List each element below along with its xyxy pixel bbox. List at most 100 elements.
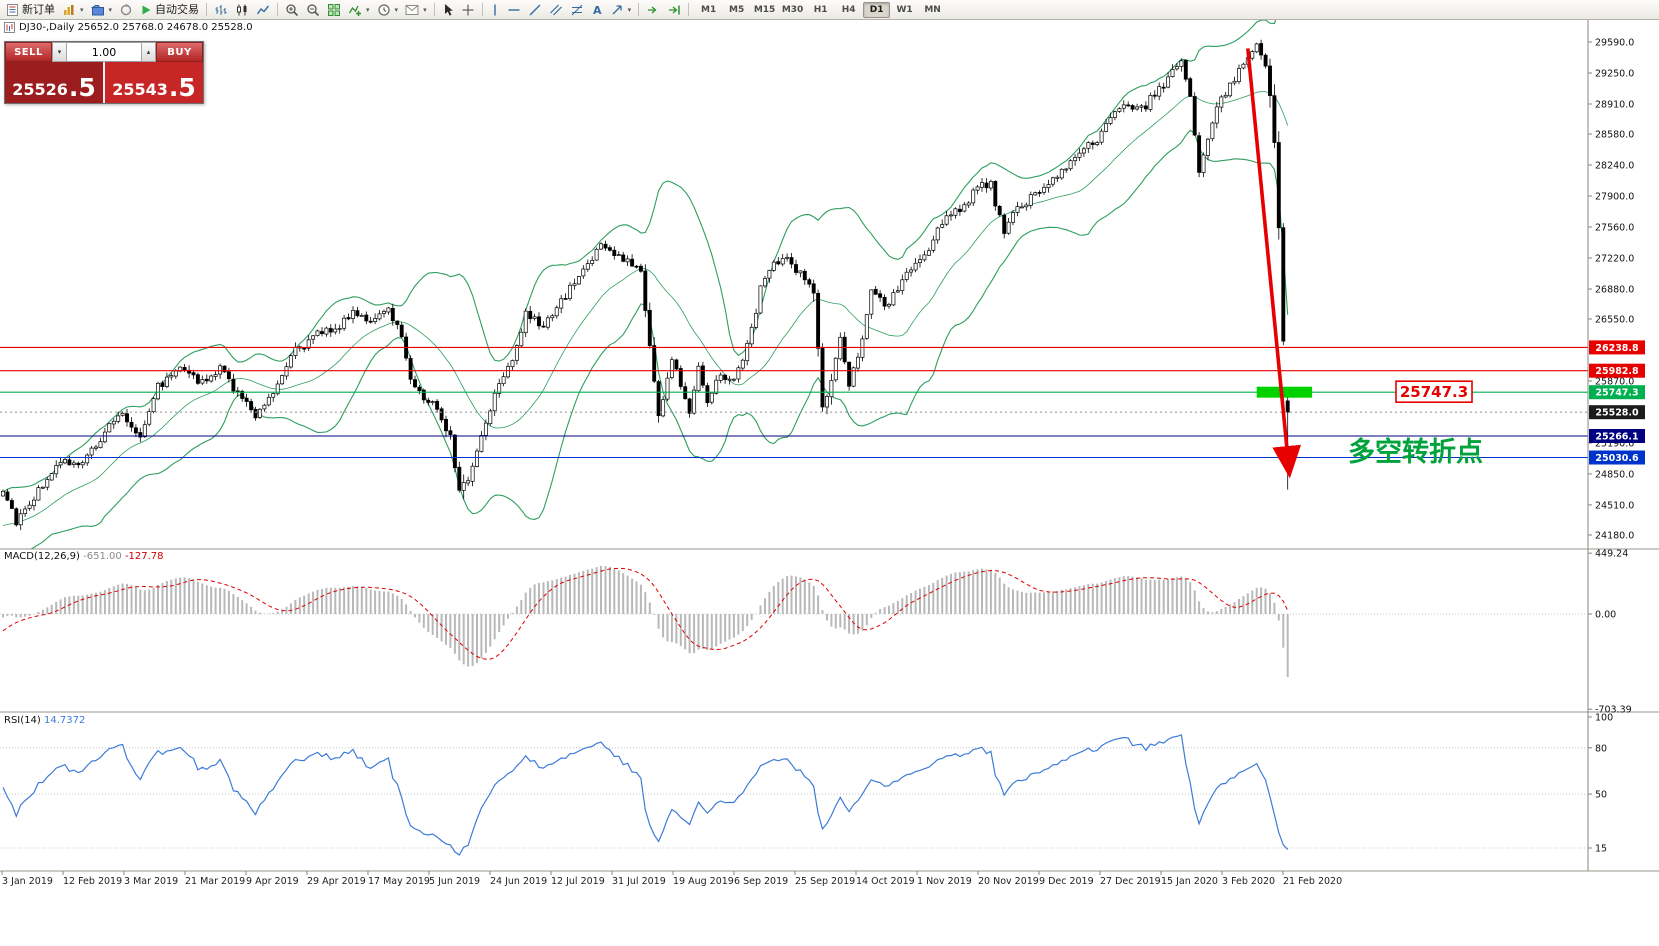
zoom-in-icon	[286, 3, 299, 16]
indicators-button[interactable]: ▾	[345, 1, 373, 18]
svg-text:25982.8: 25982.8	[1595, 366, 1639, 377]
play-icon	[142, 5, 151, 14]
text-icon: A	[593, 4, 602, 17]
svg-text:24 Jun 2019: 24 Jun 2019	[490, 876, 547, 887]
svg-text:24850.0: 24850.0	[1595, 469, 1634, 480]
svg-text:5 Jun 2019: 5 Jun 2019	[429, 876, 480, 887]
chart-title-text: DJ30-,Daily 25652.0 25768.0 24678.0 2552…	[19, 22, 253, 33]
svg-text:31 Jul 2019: 31 Jul 2019	[612, 876, 666, 887]
timeframe-M30[interactable]: M30	[781, 4, 804, 15]
bar-graph-gold-icon	[64, 4, 74, 15]
toolbar-separator	[206, 3, 208, 16]
rsi-indicator-label: RSI(14) 14.7372	[4, 715, 85, 726]
svg-text:27 Dec 2019: 27 Dec 2019	[1100, 876, 1161, 887]
auto-scroll-button[interactable]	[643, 1, 663, 18]
price-callout-label: 25747.3	[1400, 383, 1468, 401]
buy-button[interactable]: BUY	[156, 42, 203, 62]
svg-text:9 Dec 2019: 9 Dec 2019	[1039, 876, 1094, 887]
svg-text:26880.0: 26880.0	[1595, 285, 1634, 296]
sell-price[interactable]: 25526.5	[5, 62, 105, 103]
trendline-icon	[529, 4, 541, 15]
crosshair-button[interactable]	[458, 1, 478, 18]
text-button[interactable]: A	[588, 1, 606, 18]
macd-indicator-label: MACD(12,26,9) -651.00 -127.78	[4, 551, 164, 562]
rsi-value: 14.7372	[43, 715, 86, 726]
cursor-button[interactable]	[439, 1, 457, 18]
timeframe-H4[interactable]: H4	[841, 4, 856, 15]
volume-up-button[interactable]: ▴	[141, 42, 156, 62]
toolbar-separator	[638, 3, 640, 16]
channel-icon	[549, 4, 562, 15]
dropdown-caret-icon: ▾	[423, 5, 427, 14]
tile-windows-icon	[328, 3, 341, 16]
new-order-button[interactable]: 新订单	[3, 1, 58, 18]
zoom-out-button[interactable]	[303, 1, 323, 18]
chevron-down-icon: ▾	[57, 48, 62, 56]
svg-text:3 Jan 2019: 3 Jan 2019	[2, 876, 53, 887]
templates-button[interactable]: ▾	[402, 1, 430, 18]
timeframe-M1[interactable]: M1	[700, 4, 717, 15]
periods-button[interactable]: ▾	[374, 1, 402, 18]
svg-text:A: A	[593, 4, 602, 17]
vertical-line-button[interactable]	[487, 1, 503, 18]
fibonacci-icon	[571, 4, 582, 15]
svg-text:29 Apr 2019: 29 Apr 2019	[307, 876, 366, 887]
new-order-label: 新订单	[22, 3, 55, 16]
svg-text:0.00: 0.00	[1595, 610, 1616, 621]
auto-scroll-icon	[648, 6, 657, 13]
trendline-button[interactable]	[525, 1, 545, 18]
refresh-icon	[120, 3, 132, 15]
chart-title: DJ30-,Daily 25652.0 25768.0 24678.0 2552…	[4, 22, 253, 33]
svg-text:14 Oct 2019: 14 Oct 2019	[856, 876, 915, 887]
auto-trading-button[interactable]: 自动交易	[137, 1, 202, 18]
svg-text:100: 100	[1595, 713, 1613, 724]
horizontal-line-button[interactable]	[504, 1, 524, 18]
trade-panel-prices: 25526.5 25543.5	[5, 62, 203, 103]
svg-text:27220.0: 27220.0	[1595, 254, 1634, 265]
svg-text:21 Feb 2020: 21 Feb 2020	[1283, 876, 1342, 887]
svg-text:28580.0: 28580.0	[1595, 130, 1634, 141]
line-chart-button[interactable]	[253, 1, 273, 18]
timeframe-toolbar: M1 M5 M15 M30 H1 H4 D1 W1 MN	[695, 1, 946, 18]
timeframe-W1[interactable]: W1	[896, 4, 913, 15]
svg-text:29590.0: 29590.0	[1595, 38, 1634, 49]
svg-text:80: 80	[1595, 743, 1607, 754]
sell-button[interactable]: SELL	[5, 42, 52, 62]
line-chart-icon	[256, 5, 270, 14]
timeframe-H1[interactable]: H1	[813, 4, 828, 15]
timeframe-M5[interactable]: M5	[728, 4, 745, 15]
zoom-in-button[interactable]	[282, 1, 302, 18]
price-chart-canvas[interactable]: 25747.3 多空转折点 29590.0 29250.0 28910.0 28580.0…	[0, 20, 1659, 946]
chart-shift-button[interactable]	[664, 1, 684, 18]
candlestick-chart-button[interactable]	[232, 1, 252, 18]
tile-windows-button[interactable]	[324, 1, 344, 18]
new-chart-button[interactable]: ▾	[59, 1, 87, 18]
main-toolbar: 新订单 ▾ ▾ 自动交易 ▾ ▾ ▾	[0, 0, 1659, 20]
buy-price[interactable]: 25543.5	[105, 62, 203, 103]
bar-chart-button[interactable]	[211, 1, 231, 18]
refresh-button[interactable]	[116, 1, 136, 18]
toolbar-separator	[433, 3, 435, 16]
horizontal-line-icon	[508, 8, 520, 11]
svg-text:28910.0: 28910.0	[1595, 100, 1634, 111]
channel-button[interactable]	[546, 1, 566, 18]
timeframe-M15[interactable]: M15	[753, 4, 776, 15]
svg-text:25747.3: 25747.3	[1595, 388, 1638, 399]
volume-input[interactable]: 1.00	[67, 42, 141, 62]
timeframe-MN[interactable]: MN	[924, 4, 941, 15]
macd-main-value: -651.00	[83, 551, 122, 562]
zoom-out-icon	[307, 3, 320, 16]
arrows-button[interactable]: ▾	[607, 1, 635, 18]
svg-text:19 Aug 2019: 19 Aug 2019	[673, 876, 734, 887]
one-click-trade-panel: SELL ▾ 1.00 ▴ BUY 25526.5 25543.5	[4, 41, 204, 104]
volume-down-button[interactable]: ▾	[52, 42, 67, 62]
svg-text:25 Sep 2019: 25 Sep 2019	[795, 876, 855, 887]
profiles-button[interactable]: ▾	[88, 1, 116, 18]
new-order-icon	[7, 3, 18, 16]
svg-text:28240.0: 28240.0	[1595, 161, 1634, 172]
svg-text:449.24: 449.24	[1595, 549, 1628, 560]
fibonacci-button[interactable]	[567, 1, 587, 18]
timeframe-D1[interactable]: D1	[863, 1, 891, 18]
svg-text:26550.0: 26550.0	[1595, 315, 1634, 326]
